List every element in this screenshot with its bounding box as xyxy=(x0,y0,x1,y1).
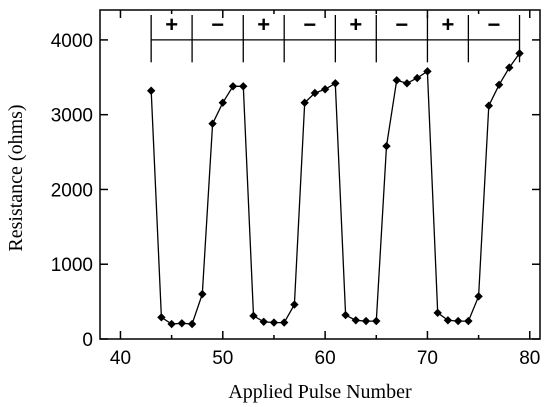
data-point xyxy=(341,310,350,320)
data-point xyxy=(505,63,514,72)
data-point xyxy=(351,316,361,325)
data-point xyxy=(228,82,238,91)
x-axis-ticks: 40 50 60 70 80 xyxy=(110,10,540,369)
plus-label: + xyxy=(257,12,270,37)
data-point xyxy=(279,318,289,327)
data-point xyxy=(208,119,217,128)
data-point xyxy=(464,316,473,326)
minus-label: − xyxy=(395,12,408,37)
data-point xyxy=(198,289,207,299)
x-tick-label: 40 xyxy=(110,348,131,369)
y-tick-label: 3000 xyxy=(51,106,93,127)
pulse-sign-bar: + − + − + − + − xyxy=(150,12,521,63)
y-tick-label: 4000 xyxy=(51,31,93,52)
plot-area xyxy=(99,9,541,340)
data-point xyxy=(361,316,371,326)
x-axis-title: Applied Pulse Number xyxy=(228,381,412,403)
x-tick-label: 60 xyxy=(315,348,336,369)
data-point xyxy=(259,317,268,327)
series-resistance xyxy=(146,49,524,329)
plot-frame xyxy=(99,9,541,340)
data-point xyxy=(402,79,412,88)
data-point xyxy=(484,101,494,110)
data-point xyxy=(310,88,320,98)
y-axis-title: Resistance (ohms) xyxy=(5,104,27,251)
data-point xyxy=(331,79,340,88)
data-point xyxy=(453,316,463,326)
y-tick-label: 1000 xyxy=(51,255,93,276)
y-tick-label: 2000 xyxy=(51,180,93,201)
series-line xyxy=(150,53,521,325)
data-point xyxy=(269,318,279,327)
x-tick-label: 80 xyxy=(519,348,540,369)
data-point xyxy=(300,98,309,107)
data-point xyxy=(443,316,453,325)
data-point xyxy=(157,313,166,322)
y-tick-label: 0 xyxy=(82,330,93,351)
data-point xyxy=(474,292,483,301)
plus-label: + xyxy=(441,12,454,37)
data-point xyxy=(515,49,524,58)
data-point xyxy=(177,319,187,328)
x-tick-label: 50 xyxy=(212,348,233,369)
data-point xyxy=(382,141,391,151)
data-point xyxy=(392,76,401,85)
x-tick-label: 70 xyxy=(417,348,438,369)
data-point xyxy=(433,308,442,318)
minus-label: − xyxy=(488,12,501,37)
y-axis-ticks: 0 1000 2000 3000 4000 xyxy=(51,31,540,351)
data-point xyxy=(167,319,176,329)
data-point xyxy=(372,316,381,326)
data-point xyxy=(249,311,258,321)
data-point xyxy=(187,319,197,329)
data-point xyxy=(320,85,330,94)
minus-label: − xyxy=(303,12,316,37)
data-point xyxy=(290,300,299,309)
plus-label: + xyxy=(349,12,362,37)
data-point xyxy=(494,80,504,89)
data-point xyxy=(413,73,422,83)
minus-label: − xyxy=(211,12,224,37)
data-point xyxy=(218,98,227,107)
plus-label: + xyxy=(165,12,178,37)
data-point xyxy=(146,86,156,95)
data-point xyxy=(239,82,248,91)
data-point xyxy=(423,67,432,76)
